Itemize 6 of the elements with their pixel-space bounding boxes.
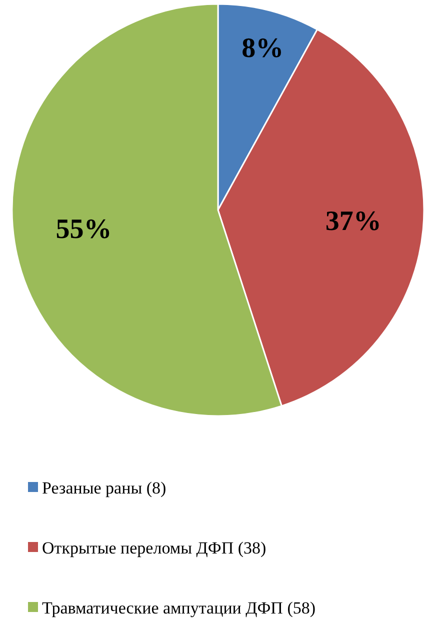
data-label: 55% xyxy=(56,214,112,245)
data-label: 8% xyxy=(242,32,284,64)
legend-label: Открытые переломы ДФП (38) xyxy=(42,538,266,558)
legend-label: Травматические ампутации ДФП (58) xyxy=(42,598,316,618)
data-label: 37% xyxy=(325,206,382,238)
legend-label: Резаные раны (8) xyxy=(42,478,166,498)
